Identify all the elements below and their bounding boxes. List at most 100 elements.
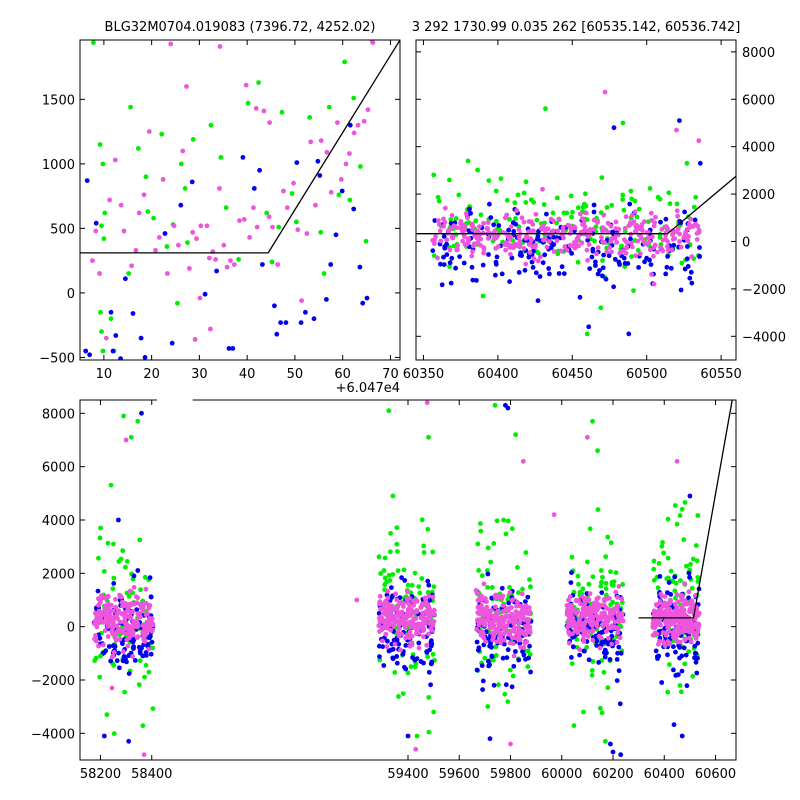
data-point-green (525, 664, 531, 670)
data-point-blue (692, 650, 698, 656)
data-point-magenta (585, 257, 590, 263)
data-point-blue (251, 186, 257, 191)
data-point-blue (132, 658, 138, 663)
data-point-blue (134, 607, 140, 612)
data-point-blue (489, 654, 495, 659)
data-point-green (575, 259, 581, 265)
data-point-magenta (530, 222, 536, 227)
data-point-magenta (601, 212, 607, 218)
data-point-magenta (105, 601, 111, 607)
data-point-magenta (484, 611, 490, 617)
data-point-green (426, 729, 432, 735)
data-point-magenta (426, 616, 432, 622)
data-point-blue (148, 633, 153, 639)
data-point-blue (614, 657, 620, 662)
data-point-magenta (149, 628, 155, 634)
data-point-magenta (496, 627, 501, 633)
data-point-magenta (479, 629, 485, 634)
data-point-green (190, 137, 196, 142)
data-point-blue (589, 254, 595, 260)
data-point-magenta (96, 601, 102, 607)
data-point-green (491, 541, 497, 546)
data-point-blue (505, 647, 511, 653)
data-point-blue (142, 355, 148, 360)
data-point-magenta (113, 597, 118, 602)
data-point-magenta (669, 621, 675, 627)
data-point-magenta (588, 629, 594, 635)
data-point-green (256, 80, 261, 85)
data-point-green (684, 160, 690, 166)
data-point-green (674, 521, 680, 527)
data-point-magenta (578, 623, 584, 629)
data-point-magenta (519, 591, 525, 597)
data-point-magenta (430, 594, 436, 600)
data-point-green (150, 645, 156, 651)
data-point-blue (110, 348, 116, 354)
data-point-green (694, 558, 700, 564)
data-point-magenta (614, 606, 620, 612)
data-point-magenta (602, 89, 608, 95)
data-point-magenta (673, 626, 679, 631)
data-point-blue (686, 595, 691, 601)
data-point-magenta (675, 213, 680, 219)
data-point-blue (315, 158, 321, 164)
data-point-magenta (105, 634, 111, 639)
data-point-magenta (247, 235, 253, 240)
data-point-blue (491, 222, 497, 228)
data-point-blue (695, 640, 701, 646)
data-point-magenta (542, 236, 548, 242)
data-point-magenta (614, 240, 620, 245)
data-point-blue (627, 201, 633, 207)
data-point-magenta (299, 298, 304, 303)
data-point-green (660, 540, 665, 545)
data-point-magenta (514, 208, 520, 213)
data-point-green (447, 264, 452, 269)
data-point-green (581, 201, 587, 207)
data-point-blue (226, 346, 232, 351)
data-point-magenta (192, 337, 198, 342)
data-point-magenta (424, 400, 430, 406)
data-point-magenta (416, 645, 422, 651)
data-point-blue (394, 654, 400, 659)
data-point-green (651, 577, 657, 583)
data-point-blue (664, 264, 670, 270)
data-point-blue (494, 254, 500, 260)
data-point-green (99, 223, 104, 229)
data-point-green (679, 506, 685, 512)
data-point-blue (430, 248, 436, 254)
data-point-magenta (114, 623, 120, 629)
data-point-blue (600, 265, 606, 271)
data-point-green (597, 705, 603, 711)
data-point-green (656, 561, 662, 566)
data-point-magenta (117, 592, 122, 598)
data-point-green (269, 259, 275, 265)
data-point-green (264, 210, 270, 216)
data-point-blue (677, 655, 682, 661)
data-point-magenta (120, 649, 126, 655)
data-point-blue (510, 220, 516, 226)
data-point-blue (427, 597, 433, 603)
data-point-green (665, 516, 671, 522)
data-point-blue (516, 270, 522, 275)
data-point-blue (657, 574, 663, 579)
data-point-magenta (595, 617, 601, 623)
data-point-blue (525, 594, 531, 600)
data-point-magenta (501, 637, 507, 643)
data-point-blue (317, 173, 323, 178)
data-point-magenta (508, 251, 513, 257)
data-point-magenta (591, 600, 597, 606)
data-point-green (674, 201, 680, 207)
data-point-green (486, 178, 492, 184)
data-point-magenta (355, 122, 361, 128)
data-point-green (629, 254, 634, 259)
data-point-magenta (121, 630, 126, 636)
data-point-magenta (503, 623, 509, 629)
data-point-magenta (619, 617, 625, 623)
data-point-magenta (408, 640, 414, 646)
data-point-magenta (641, 238, 647, 244)
data-point-magenta (595, 245, 601, 251)
data-point-blue (600, 273, 605, 279)
data-point-magenta (679, 597, 685, 603)
data-point-magenta (499, 614, 504, 620)
data-point-magenta (656, 641, 661, 647)
